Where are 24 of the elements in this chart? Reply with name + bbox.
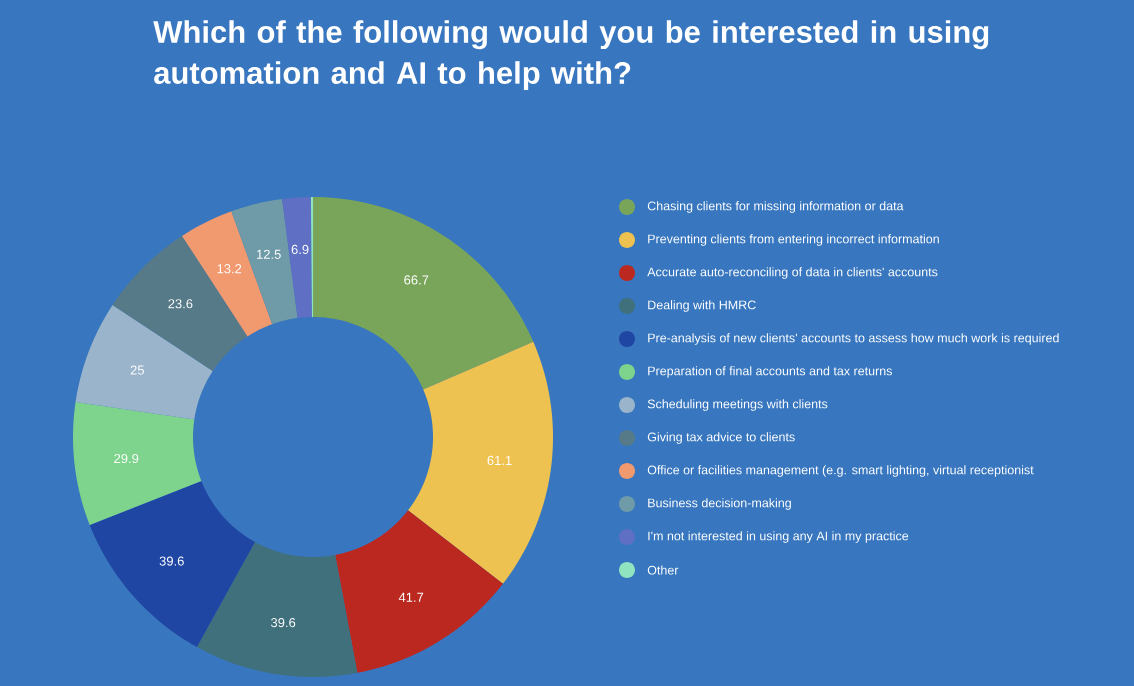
- legend-label: Office or facilities management (e.g. smart lighting, virtual receptionist: [647, 465, 1034, 477]
- data-label: 25: [130, 365, 145, 375]
- legend-label: Pre-analysis of new clients' accounts to assess how much work is required: [648, 333, 1059, 345]
- legend-label: Dealing with HMRC: [648, 300, 756, 312]
- legend-label: Business decision-making: [648, 498, 791, 510]
- legend-label: Other: [647, 565, 679, 575]
- data-label: 39.6: [159, 556, 184, 566]
- legend-label: Accurate auto-reconciling of data in clients' accounts: [647, 267, 938, 279]
- legend-label: Preventing clients from entering incorrect information: [648, 234, 939, 246]
- data-label: 66.7: [404, 275, 429, 285]
- data-label: 6.9: [291, 244, 309, 255]
- data-label: 29.9: [114, 453, 139, 464]
- data-label: 39.6: [270, 618, 296, 628]
- legend-label: Giving tax advice to clients: [647, 432, 795, 444]
- data-label: 13.2: [217, 264, 242, 274]
- data-label: 12.5: [257, 249, 281, 259]
- data-label: 41.7: [398, 592, 424, 602]
- legend-label: Scheduling meetings with clients: [647, 399, 828, 411]
- chart-title: Which of the following would you be interested in using automation and AI to help with?: [153, 20, 989, 91]
- data-label: 23.6: [168, 299, 193, 309]
- legend-label: Preparation of final accounts and tax returns: [648, 366, 892, 378]
- legend-label: Chasing clients for missing information or data: [647, 201, 904, 213]
- legend-label: I'm not interested in using any AI in my practice: [648, 531, 909, 543]
- data-label: 61.1: [487, 455, 512, 466]
